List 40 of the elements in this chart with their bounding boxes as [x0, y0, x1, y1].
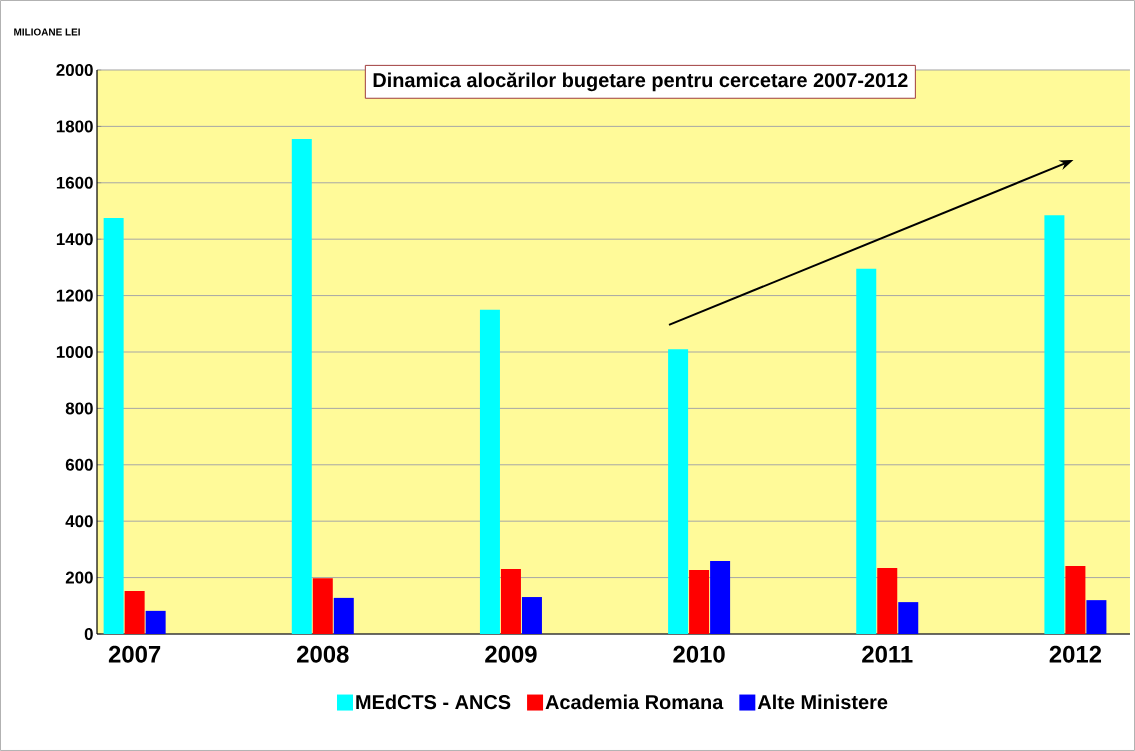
x-tick-label: 2010	[673, 645, 725, 663]
bar	[145, 610, 166, 634]
y-tick-label: 0	[84, 627, 93, 640]
y-tick-label: 1000	[56, 345, 93, 358]
y-tick-label: 200	[65, 571, 93, 584]
legend-label: Alte Ministere	[757, 694, 888, 710]
x-tick-label: 2009	[485, 645, 537, 663]
x-tick-label: 2012	[1049, 645, 1102, 663]
bar	[500, 569, 521, 634]
bar	[710, 560, 731, 634]
bar	[103, 218, 124, 634]
bar	[1044, 215, 1065, 634]
x-tick-label: 2011	[862, 645, 913, 663]
legend-label: Academia Romana	[545, 694, 724, 710]
y-tick-label: 600	[65, 458, 93, 471]
bar	[877, 568, 898, 634]
chart-title: Dinamica alocărilor bugetare pentru cercetare 2007-2012	[373, 72, 908, 92]
bar	[1086, 600, 1107, 634]
bar	[124, 591, 145, 634]
x-tick-label: 2008	[297, 645, 349, 663]
bar	[333, 597, 354, 634]
legend-label: MEdCTS - ANCS	[356, 694, 511, 710]
x-tick-label: 2007	[108, 645, 161, 663]
bar	[668, 349, 689, 634]
bar	[312, 578, 333, 634]
y-tick-label: 1600	[56, 176, 93, 189]
bar	[521, 597, 542, 634]
y-tick-label: 1800	[56, 120, 93, 133]
bar	[291, 139, 312, 634]
y-tick-label: 1200	[56, 289, 93, 302]
bar	[479, 309, 500, 634]
y-tick-label: 800	[65, 402, 93, 415]
y-axis-title: MILIOANE LEI	[14, 28, 80, 36]
y-tick-label: 2000	[56, 63, 93, 76]
bar	[689, 569, 710, 634]
y-tick-label: 400	[65, 515, 93, 528]
bar	[1065, 566, 1086, 634]
bar	[856, 268, 877, 634]
bar	[898, 602, 919, 634]
y-tick-label: 1400	[56, 233, 93, 246]
